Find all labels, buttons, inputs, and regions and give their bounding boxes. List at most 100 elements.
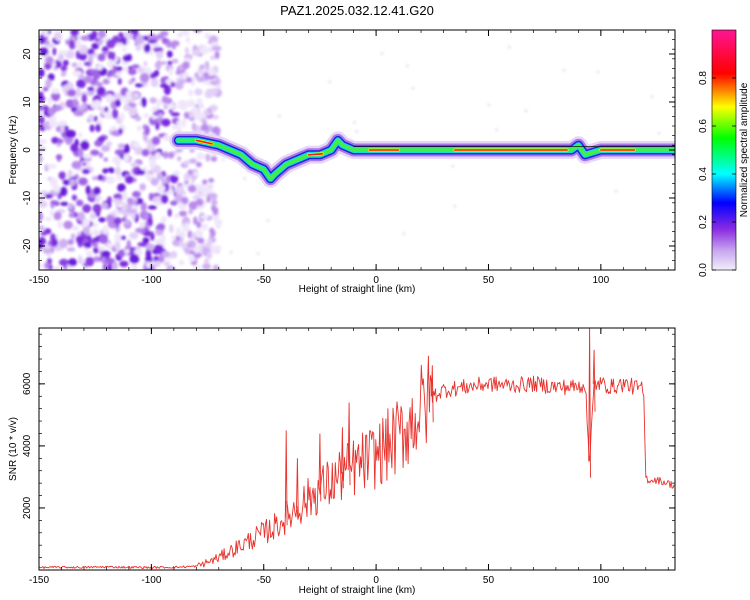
noise-blob (194, 245, 199, 254)
x-tick-label: -150 (29, 575, 49, 586)
noise-blob (113, 92, 122, 102)
noise-blob (105, 93, 114, 104)
noise-blob (80, 35, 91, 41)
noise-blob (206, 240, 212, 249)
noise-blob (114, 233, 122, 243)
noise-blob (94, 37, 100, 42)
noise-blob (177, 156, 182, 162)
noise-blob (97, 174, 104, 181)
noise-speck (411, 86, 415, 90)
noise-blob (102, 78, 111, 85)
noise-blob (208, 192, 218, 200)
noise-blob (168, 266, 174, 270)
noise-blob (184, 47, 190, 55)
noise-blob (57, 221, 63, 229)
noise-blob (44, 262, 50, 270)
ridge-peak-segment (195, 139, 213, 145)
noise-blob (153, 260, 161, 268)
noise-blob (189, 158, 197, 164)
noise-blob (121, 190, 128, 201)
noise-blob (144, 125, 150, 136)
noise-blob (73, 110, 84, 117)
snr-spike (588, 328, 591, 478)
noise-blob (135, 197, 144, 205)
noise-blob (203, 72, 209, 78)
noise-blob (132, 141, 140, 149)
colorbar-frame (711, 29, 737, 271)
noise-blob (135, 227, 144, 233)
noise-blob (160, 234, 166, 243)
noise-blob (39, 68, 45, 78)
noise-blob (75, 199, 84, 207)
noise-blob (175, 227, 181, 237)
noise-blob (193, 171, 199, 177)
noise-blob (165, 175, 172, 184)
noise-speck (495, 128, 498, 132)
noise-blob (108, 168, 115, 174)
noise-blob (39, 106, 45, 111)
noise-blob (98, 152, 104, 159)
noise-blob (129, 30, 139, 35)
noise-blob (58, 50, 68, 56)
noise-blob (107, 59, 115, 69)
noise-blob (94, 197, 100, 203)
colorbar: 0.0 0.2 0.4 0.6 0.8 Normalized spectral ampl… (698, 29, 750, 277)
noise-blob (81, 168, 91, 174)
noise-blob (60, 124, 65, 133)
noise-blob (191, 232, 196, 240)
x-tick-label: -50 (257, 275, 272, 286)
noise-blob (62, 84, 68, 94)
noise-blob (134, 83, 144, 88)
noise-blob (215, 84, 221, 90)
noise-blob (101, 250, 111, 258)
noise-blob (215, 221, 222, 229)
noise-blob (196, 98, 202, 104)
noise-blob (209, 80, 219, 86)
noise-blob (57, 192, 62, 200)
noise-blob (148, 218, 153, 226)
noise-blob (159, 61, 167, 65)
noise-blob (184, 222, 189, 231)
noise-blob (105, 176, 116, 184)
snr-frame (38, 327, 676, 571)
snr-spike (284, 430, 288, 526)
noise-blob (96, 64, 103, 71)
x-tick-label: -100 (141, 275, 161, 286)
noise-speck (402, 232, 406, 236)
colorbar-tick-label: 0.0 (698, 263, 709, 277)
noise-blob (81, 93, 88, 103)
noise-blob (89, 124, 95, 133)
noise-blob (70, 143, 79, 153)
noise-blob (167, 151, 175, 159)
noise-blob (58, 258, 69, 266)
noise-blob (178, 210, 187, 217)
noise-blob (57, 138, 64, 144)
noise-blob (163, 104, 168, 110)
noise-blob (107, 263, 113, 270)
noise-blob (185, 77, 193, 83)
noise-blob (193, 30, 203, 33)
noise-blob (131, 64, 140, 69)
noise-blob (196, 198, 204, 207)
noise-blob (211, 45, 222, 52)
noise-blob (94, 99, 102, 108)
noise-blob (150, 178, 159, 186)
noise-blob (209, 227, 215, 234)
noise-blob (164, 97, 173, 105)
noise-blob (136, 125, 142, 132)
noise-blob (193, 113, 203, 121)
noise-blob (161, 251, 171, 258)
noise-blob (177, 100, 188, 105)
noise-blob (112, 65, 117, 75)
noise-blob (169, 224, 174, 234)
colorbar-tick-label: 0.8 (698, 71, 709, 85)
noise-blob (71, 62, 78, 68)
noise-blob (47, 97, 52, 106)
noise-blob (124, 248, 130, 254)
noise-blob (112, 155, 122, 165)
colorbar-label: Normalized spectral amplitude (739, 82, 750, 217)
noise-blob (124, 218, 130, 226)
noise-blob (123, 104, 131, 111)
noise-blob (112, 261, 118, 270)
signal-ridge (169, 131, 675, 188)
